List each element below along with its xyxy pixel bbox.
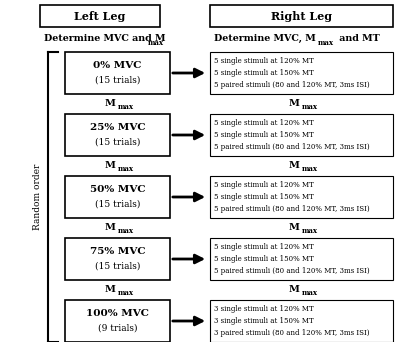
Text: (15 trials): (15 trials) [95,199,140,209]
Bar [40,5,160,27]
Bar [210,52,393,94]
Bar [210,238,393,280]
Text: 5 single stimuli at 120% MT: 5 single stimuli at 120% MT [214,119,314,127]
Text: max: max [318,39,334,47]
Text: Left Leg: Left Leg [74,11,126,22]
Text: 0% MVC: 0% MVC [93,62,142,70]
Text: max: max [118,165,134,173]
Text: 25% MVC: 25% MVC [90,123,145,132]
Text: max: max [118,103,134,111]
Bar [65,114,170,156]
Text: max: max [302,103,318,111]
Text: 5 paired stimuli (80 and 120% MT, 3ms ISI): 5 paired stimuli (80 and 120% MT, 3ms IS… [214,81,370,89]
Text: M: M [105,161,116,171]
Text: Determine MVC, M: Determine MVC, M [214,34,316,43]
Text: Determine MVC and M: Determine MVC and M [44,34,166,43]
Text: 5 single stimuli at 120% MT: 5 single stimuli at 120% MT [214,181,314,189]
Text: 3 paired stimuli (80 and 120% MT, 3ms ISI): 3 paired stimuli (80 and 120% MT, 3ms IS… [214,329,370,337]
Text: 5 single stimuli at 150% MT: 5 single stimuli at 150% MT [214,69,314,77]
Text: 5 single stimuli at 150% MT: 5 single stimuli at 150% MT [214,131,314,139]
Bar [65,300,170,342]
Text: Random order: Random order [34,164,42,230]
Text: 5 paired stimuli (80 and 120% MT, 3ms ISI): 5 paired stimuli (80 and 120% MT, 3ms IS… [214,205,370,213]
Bar [65,176,170,218]
Text: 50% MVC: 50% MVC [90,185,145,195]
Text: (15 trials): (15 trials) [95,137,140,146]
Text: 5 single stimuli at 150% MT: 5 single stimuli at 150% MT [214,193,314,201]
Text: max: max [118,289,134,297]
Text: Right Leg: Right Leg [271,11,332,22]
Text: 5 single stimuli at 120% MT: 5 single stimuli at 120% MT [214,57,314,65]
Text: (9 trials): (9 trials) [98,324,137,332]
Text: 5 single stimuli at 120% MT: 5 single stimuli at 120% MT [214,243,314,251]
Text: M: M [289,100,300,108]
Bar [210,176,393,218]
Text: and MT: and MT [336,34,380,43]
Text: M: M [105,224,116,233]
Text: 3 single stimuli at 120% MT: 3 single stimuli at 120% MT [214,305,314,313]
Text: 75% MVC: 75% MVC [90,248,145,256]
Bar [210,5,393,27]
Text: M: M [105,286,116,294]
Text: M: M [289,161,300,171]
Text: 5 single stimuli at 150% MT: 5 single stimuli at 150% MT [214,255,314,263]
Text: M: M [289,224,300,233]
Text: 5 paired stimuli (80 and 120% MT, 3ms ISI): 5 paired stimuli (80 and 120% MT, 3ms IS… [214,143,370,151]
Bar [65,52,170,94]
Text: (15 trials): (15 trials) [95,76,140,84]
Bar [210,300,393,342]
Bar [65,238,170,280]
Text: 3 single stimuli at 150% MT: 3 single stimuli at 150% MT [214,317,314,325]
Text: 5 paired stimuli (80 and 120% MT, 3ms ISI): 5 paired stimuli (80 and 120% MT, 3ms IS… [214,267,370,275]
Text: M: M [105,100,116,108]
Text: max: max [148,39,164,47]
Text: 100% MVC: 100% MVC [86,310,149,318]
Text: M: M [289,286,300,294]
Bar [210,114,393,156]
Text: max: max [302,227,318,235]
Text: max: max [302,165,318,173]
Text: max: max [302,289,318,297]
Text: (15 trials): (15 trials) [95,262,140,271]
Text: max: max [118,227,134,235]
